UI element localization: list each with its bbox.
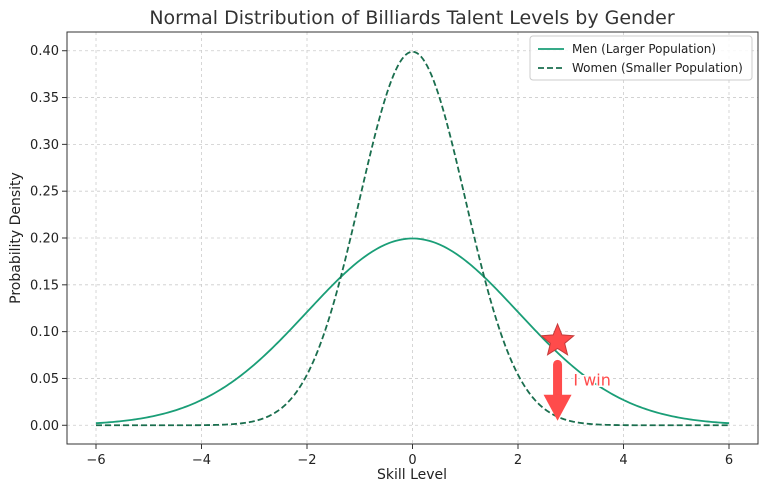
x-tick-label: −6 bbox=[86, 453, 105, 468]
legend-box bbox=[529, 35, 753, 81]
series-line-men bbox=[95, 237, 730, 425]
x-tick-label: 0 bbox=[408, 453, 416, 468]
grid bbox=[67, 32, 758, 444]
legend-label: Women (Smaller Population) bbox=[572, 61, 743, 75]
series-lines bbox=[95, 50, 730, 427]
legend-label: Men (Larger Population) bbox=[572, 42, 716, 56]
x-tick-label: −4 bbox=[192, 453, 211, 468]
y-axis-label: Probability Density bbox=[8, 172, 24, 304]
annotations: I win bbox=[540, 322, 612, 421]
y-tick-label: 0.05 bbox=[30, 372, 59, 387]
y-tick-label: 0.00 bbox=[30, 419, 59, 434]
y-tick-label: 0.20 bbox=[30, 232, 59, 247]
y-tick-label: 0.25 bbox=[30, 185, 59, 200]
arrow-head bbox=[543, 394, 572, 421]
legend: Men (Larger Population) Women (Smaller Po… bbox=[529, 35, 753, 81]
x-ticks: −6 −4 −2 0 2 4 6 bbox=[86, 444, 733, 468]
y-tick-label: 0.40 bbox=[30, 44, 59, 59]
x-axis-label: Skill Level bbox=[377, 467, 447, 483]
y-tick-label: 0.35 bbox=[30, 91, 59, 106]
y-tick-label: 0.10 bbox=[30, 325, 59, 340]
y-ticks: 0.00 0.05 0.10 0.15 0.20 0.25 0.30 0.35 0.40 bbox=[30, 44, 67, 434]
y-tick-label: 0.15 bbox=[30, 278, 59, 293]
x-tick-label: 6 bbox=[725, 453, 733, 468]
series-line-women bbox=[96, 50, 729, 427]
star-marker bbox=[540, 322, 576, 356]
x-tick-label: 2 bbox=[514, 453, 522, 468]
x-tick-label: −2 bbox=[297, 453, 316, 468]
annotation-label: I win bbox=[573, 370, 610, 389]
y-tick-label: 0.30 bbox=[30, 138, 59, 153]
chart-title: Normal Distribution of Billiards Talent … bbox=[149, 7, 675, 29]
x-tick-label: 4 bbox=[619, 453, 627, 468]
